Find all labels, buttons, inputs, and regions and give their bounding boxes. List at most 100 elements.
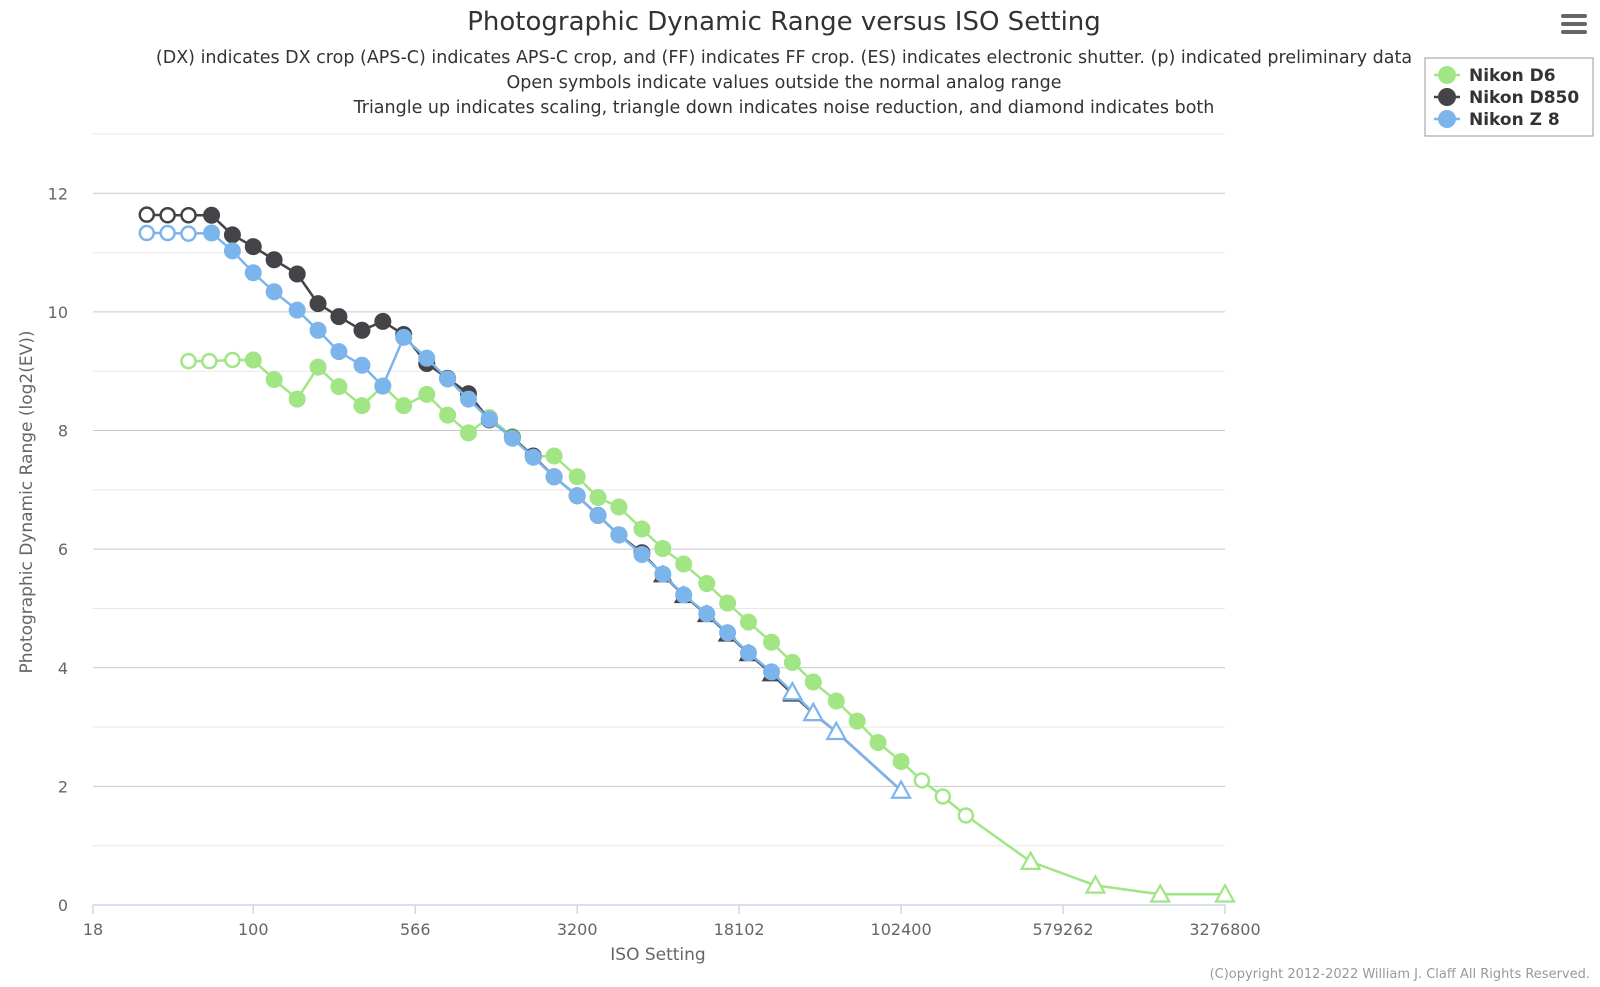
data-point[interactable] <box>223 226 241 244</box>
data-point[interactable] <box>309 321 327 339</box>
data-point[interactable] <box>459 390 477 408</box>
data-point[interactable] <box>524 448 542 466</box>
hamburger-menu-icon[interactable] <box>1561 14 1587 34</box>
data-point[interactable] <box>698 575 716 593</box>
series-nikon-d850 <box>138 206 911 799</box>
data-point[interactable] <box>265 251 283 269</box>
x-tick-label: 102400 <box>871 920 932 939</box>
data-point[interactable] <box>633 545 651 563</box>
data-point-open[interactable] <box>224 351 241 369</box>
data-point[interactable] <box>353 321 371 339</box>
data-point[interactable] <box>804 673 822 691</box>
data-point-open[interactable] <box>913 772 931 789</box>
legend-label: Nikon D6 <box>1469 66 1556 86</box>
data-point[interactable] <box>353 356 371 374</box>
data-point[interactable] <box>503 429 521 447</box>
data-point[interactable] <box>459 424 477 442</box>
data-point[interactable] <box>265 371 283 389</box>
legend-item[interactable]: Nikon D6 <box>1434 66 1556 86</box>
data-point[interactable] <box>265 283 283 301</box>
data-point[interactable] <box>480 410 498 428</box>
x-tick-label: 18 <box>83 920 103 939</box>
data-point[interactable] <box>763 663 781 681</box>
data-point[interactable] <box>374 312 392 330</box>
data-point[interactable] <box>675 555 693 573</box>
data-point-triangle[interactable] <box>890 779 912 799</box>
data-point[interactable] <box>203 224 221 242</box>
data-point[interactable] <box>330 378 348 396</box>
data-point[interactable] <box>545 468 563 486</box>
data-point-triangle[interactable] <box>825 720 848 741</box>
data-point[interactable] <box>244 238 262 256</box>
data-point[interactable] <box>439 406 457 424</box>
data-point[interactable] <box>244 264 262 282</box>
data-point[interactable] <box>439 370 457 388</box>
data-point[interactable] <box>330 343 348 361</box>
data-point[interactable] <box>783 653 801 671</box>
data-point-triangle[interactable] <box>1084 874 1107 894</box>
data-point-open[interactable] <box>138 224 156 242</box>
data-point[interactable] <box>288 390 306 408</box>
data-point[interactable] <box>288 301 306 319</box>
data-point[interactable] <box>869 733 887 751</box>
x-axis-title: ISO Setting <box>610 945 705 965</box>
data-point[interactable] <box>610 498 628 516</box>
data-point[interactable] <box>288 265 306 283</box>
data-point[interactable] <box>698 605 716 623</box>
data-point[interactable] <box>418 385 436 403</box>
data-point[interactable] <box>633 520 651 538</box>
data-point[interactable] <box>589 489 607 507</box>
data-point-open[interactable] <box>201 352 218 370</box>
data-point[interactable] <box>654 540 672 558</box>
legend-symbol <box>1438 66 1456 84</box>
data-point[interactable] <box>545 447 563 465</box>
data-point[interactable] <box>374 377 392 395</box>
data-point[interactable] <box>568 468 586 486</box>
legend-label: Nikon D850 <box>1469 88 1579 108</box>
data-point[interactable] <box>719 624 737 642</box>
y-tick-label: 0 <box>58 896 68 915</box>
data-point[interactable] <box>763 633 781 651</box>
data-point[interactable] <box>395 328 413 346</box>
data-point-triangle[interactable] <box>1149 883 1172 903</box>
data-point[interactable] <box>203 206 221 224</box>
data-point[interactable] <box>827 692 845 710</box>
data-point[interactable] <box>719 594 737 612</box>
data-point-triangle[interactable] <box>781 680 804 701</box>
data-point-open[interactable] <box>180 207 197 224</box>
data-point[interactable] <box>309 358 327 376</box>
data-point-open[interactable] <box>180 352 197 370</box>
data-point[interactable] <box>848 712 866 730</box>
data-point-open[interactable] <box>957 807 975 824</box>
data-point[interactable] <box>739 613 757 631</box>
data-point-triangle[interactable] <box>1214 883 1236 903</box>
data-point[interactable] <box>892 752 910 770</box>
legend-item[interactable]: Nikon Z 8 <box>1434 110 1560 130</box>
data-point-open[interactable] <box>138 206 156 223</box>
data-point[interactable] <box>589 506 607 524</box>
data-point[interactable] <box>395 397 413 415</box>
data-point-triangle[interactable] <box>802 701 825 722</box>
data-point-open[interactable] <box>159 207 176 224</box>
data-point-triangle[interactable] <box>1019 850 1042 871</box>
data-point[interactable] <box>309 295 327 313</box>
data-point-open[interactable] <box>934 788 952 805</box>
data-point[interactable] <box>244 351 262 369</box>
data-point-open[interactable] <box>180 225 197 242</box>
data-point-open[interactable] <box>159 224 176 242</box>
data-point[interactable] <box>353 397 371 415</box>
data-point[interactable] <box>418 349 436 367</box>
data-point[interactable] <box>568 487 586 505</box>
data-point[interactable] <box>223 242 241 260</box>
x-tick-label: 3276800 <box>1189 920 1260 939</box>
series-nikon-z-8 <box>138 224 912 799</box>
data-point[interactable] <box>739 644 757 662</box>
legend-item[interactable]: Nikon D850 <box>1434 88 1579 108</box>
data-point[interactable] <box>610 526 628 544</box>
data-point[interactable] <box>654 565 672 583</box>
chart-subtitle-line-2: Open symbols indicate values outside the… <box>506 73 1061 93</box>
data-point[interactable] <box>675 586 693 604</box>
credits-text[interactable]: (C)opyright 2012-2022 William J. Claff A… <box>1210 967 1590 982</box>
data-point[interactable] <box>330 308 348 326</box>
